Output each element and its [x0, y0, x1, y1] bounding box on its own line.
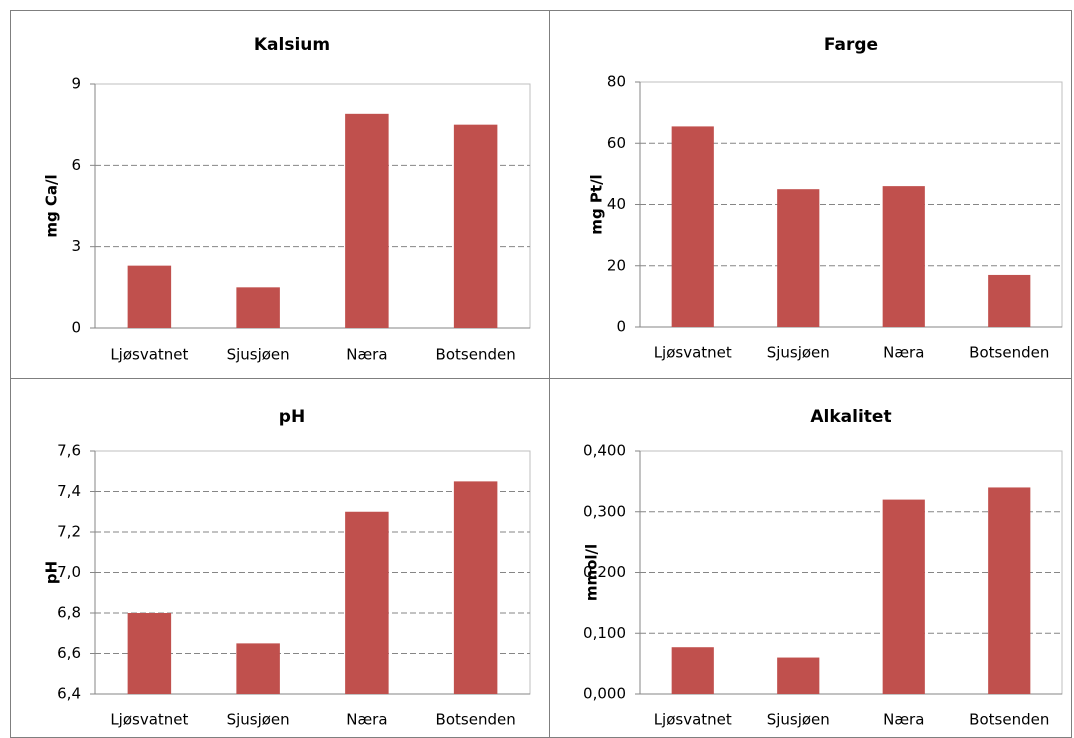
bar — [777, 189, 820, 327]
y-tick-label: 0,000 — [583, 685, 626, 703]
y-axis-label: mg Pt/l — [588, 174, 606, 234]
x-tick-label: Næra — [346, 346, 387, 364]
bar — [127, 265, 172, 328]
bar — [127, 613, 172, 694]
y-tick-label: 0,400 — [583, 442, 626, 460]
y-tick-label: 3 — [71, 237, 81, 255]
x-tick-label: Næra — [883, 711, 924, 729]
y-tick-label: 9 — [71, 75, 81, 93]
x-tick-label: Ljøsvatnet — [110, 346, 188, 364]
bar — [882, 186, 925, 327]
x-tick-label: Botsenden — [436, 346, 516, 364]
y-tick-label: 6,6 — [57, 644, 81, 662]
y-tick-label: 0,100 — [583, 624, 626, 642]
x-tick-label: Næra — [346, 711, 387, 729]
chart-title: Farge — [824, 35, 878, 55]
y-tick-label: 6,8 — [57, 604, 81, 622]
x-tick-label: Sjusjøen — [767, 344, 830, 362]
y-tick-label: 40 — [607, 195, 626, 213]
x-tick-label: Botsenden — [969, 344, 1049, 362]
y-axis-label: mmol/l — [583, 544, 601, 601]
chart-title: pH — [279, 407, 305, 427]
bar — [777, 657, 820, 694]
y-tick-label: 0,300 — [583, 502, 626, 520]
x-tick-label: Ljøsvatnet — [110, 711, 188, 729]
x-tick-label: Ljøsvatnet — [654, 711, 732, 729]
y-tick-label: 6 — [71, 156, 81, 174]
bar — [236, 643, 280, 694]
y-tick-label: 7,4 — [57, 482, 81, 500]
bar — [345, 113, 389, 328]
bar — [882, 499, 925, 694]
y-tick-label: 0 — [71, 319, 81, 337]
y-tick-label: 20 — [607, 256, 626, 274]
x-tick-label: Sjusjøen — [767, 711, 830, 729]
y-tick-label: 7,0 — [57, 563, 81, 581]
bar — [236, 287, 280, 328]
bar — [988, 274, 1031, 327]
y-tick-label: 60 — [607, 134, 626, 152]
x-tick-label: Næra — [883, 344, 924, 362]
y-tick-label: 7,6 — [57, 442, 81, 460]
y-tick-label: 0 — [616, 318, 626, 336]
x-tick-label: Sjusjøen — [227, 346, 290, 364]
x-tick-label: Botsenden — [969, 711, 1049, 729]
y-tick-label: 80 — [607, 73, 626, 91]
y-axis-label: pH — [43, 561, 61, 584]
x-tick-label: Ljøsvatnet — [654, 344, 732, 362]
bar — [988, 487, 1031, 694]
bar — [453, 124, 498, 329]
chart-title: Kalsium — [254, 35, 330, 55]
y-tick-label: 7,2 — [57, 523, 81, 541]
y-axis-label: mg Ca/l — [43, 174, 61, 237]
bar — [671, 647, 714, 694]
bar — [671, 126, 714, 327]
chart-title: Alkalitet — [810, 407, 891, 427]
x-tick-label: Botsenden — [436, 711, 516, 729]
y-tick-label: 6,4 — [57, 685, 81, 703]
x-tick-label: Sjusjøen — [227, 711, 290, 729]
bar — [453, 481, 498, 694]
y-tick-label: 0,200 — [583, 563, 626, 581]
bar — [345, 511, 389, 694]
